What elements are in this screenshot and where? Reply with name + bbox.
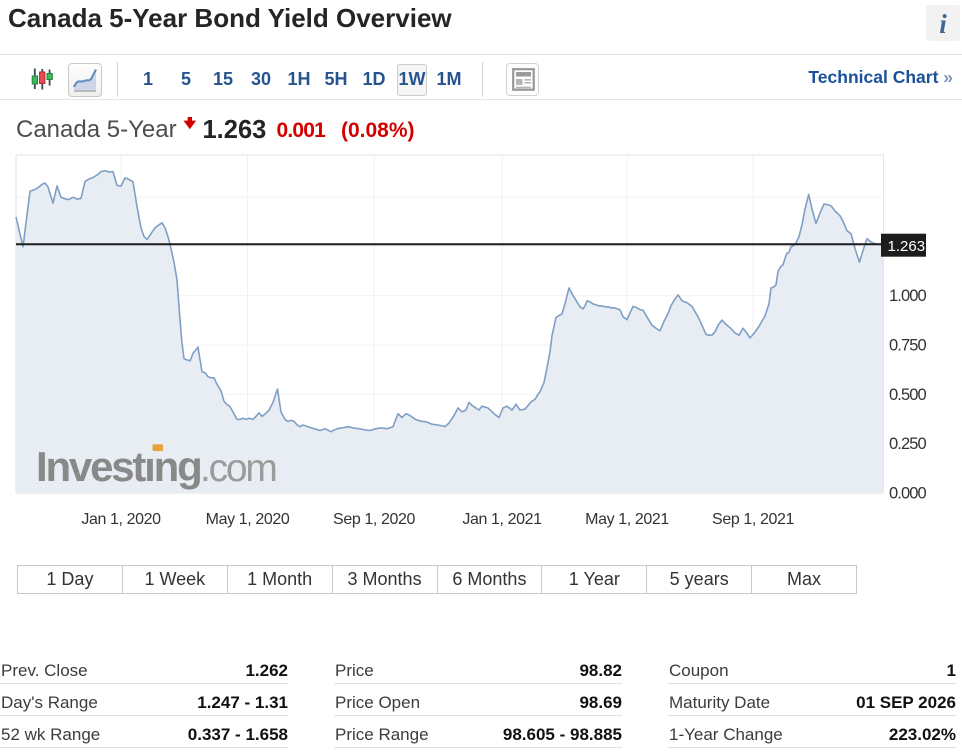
- svg-text:0.750: 0.750: [889, 337, 927, 355]
- svg-text:Jan 1, 2021: Jan 1, 2021: [462, 511, 542, 528]
- svg-text:1.000: 1.000: [889, 287, 927, 305]
- svg-text:0.250: 0.250: [889, 435, 927, 453]
- svg-text:Investıng: Investıng: [36, 443, 201, 490]
- svg-text:1.263: 1.263: [888, 238, 926, 255]
- svg-text:Sep 1, 2021: Sep 1, 2021: [712, 511, 794, 528]
- svg-text:0.500: 0.500: [889, 386, 927, 404]
- svg-text:Sep 1, 2020: Sep 1, 2020: [333, 511, 415, 528]
- svg-text:Jan 1, 2020: Jan 1, 2020: [81, 511, 161, 528]
- svg-text:May 1, 2020: May 1, 2020: [206, 511, 290, 528]
- svg-text:.com: .com: [200, 447, 276, 490]
- svg-text:0.000: 0.000: [889, 484, 927, 502]
- svg-text:May 1, 2021: May 1, 2021: [585, 511, 669, 528]
